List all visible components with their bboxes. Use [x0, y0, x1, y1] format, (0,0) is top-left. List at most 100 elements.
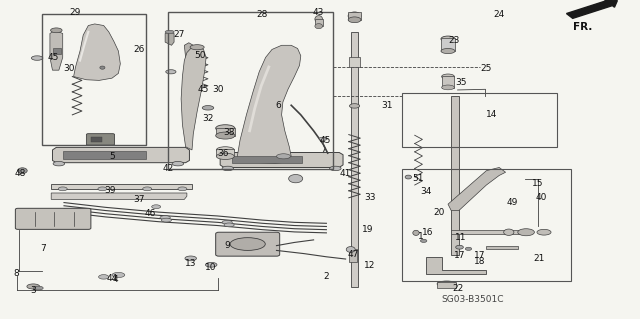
FancyArrow shape — [566, 0, 618, 19]
Bar — [232, 156, 302, 163]
Ellipse shape — [58, 187, 67, 191]
Ellipse shape — [222, 220, 232, 224]
Text: 6: 6 — [276, 101, 281, 110]
Text: 45: 45 — [198, 85, 209, 94]
Text: 26: 26 — [134, 45, 145, 54]
Text: 18: 18 — [474, 257, 486, 266]
Ellipse shape — [348, 17, 361, 23]
Polygon shape — [349, 249, 357, 262]
Bar — [91, 137, 102, 142]
Polygon shape — [74, 24, 120, 80]
Text: 11: 11 — [455, 233, 467, 242]
Ellipse shape — [315, 24, 323, 29]
Text: 17: 17 — [454, 251, 465, 260]
Text: 45: 45 — [319, 136, 331, 145]
Text: 9: 9 — [225, 241, 230, 250]
Ellipse shape — [112, 272, 125, 278]
Ellipse shape — [165, 30, 174, 33]
Text: 14: 14 — [486, 110, 497, 119]
Ellipse shape — [34, 286, 43, 290]
Ellipse shape — [172, 161, 184, 166]
Text: 41: 41 — [340, 169, 351, 178]
Text: 43: 43 — [313, 8, 324, 17]
FancyBboxPatch shape — [216, 232, 280, 256]
Text: 46: 46 — [145, 209, 156, 218]
Ellipse shape — [441, 36, 455, 42]
Polygon shape — [181, 47, 206, 150]
Polygon shape — [50, 30, 63, 70]
Ellipse shape — [216, 132, 235, 139]
Text: 35: 35 — [455, 78, 467, 87]
Bar — [216, 128, 235, 136]
Ellipse shape — [190, 45, 204, 50]
Ellipse shape — [178, 187, 187, 191]
Text: 2: 2 — [324, 272, 329, 281]
Text: 36: 36 — [217, 149, 228, 158]
Ellipse shape — [51, 28, 62, 33]
Text: 22: 22 — [452, 284, 463, 293]
Text: 7: 7 — [40, 244, 45, 253]
Text: 24: 24 — [493, 10, 505, 19]
Text: 32: 32 — [202, 114, 214, 122]
Text: 28: 28 — [257, 10, 268, 19]
Ellipse shape — [276, 154, 291, 159]
Bar — [351, 32, 358, 287]
Ellipse shape — [518, 229, 534, 236]
Ellipse shape — [330, 166, 341, 171]
Ellipse shape — [319, 137, 328, 140]
Bar — [53, 48, 61, 54]
Ellipse shape — [315, 16, 323, 23]
Ellipse shape — [230, 238, 266, 250]
Ellipse shape — [27, 284, 40, 289]
Ellipse shape — [222, 166, 234, 171]
Text: 29: 29 — [69, 8, 81, 17]
Text: 51: 51 — [412, 174, 424, 183]
Ellipse shape — [31, 56, 43, 60]
Bar — [168, 12, 333, 169]
Text: 45: 45 — [47, 53, 59, 62]
Text: 23: 23 — [449, 36, 460, 45]
Text: 33: 33 — [364, 193, 376, 202]
Ellipse shape — [441, 48, 455, 54]
Ellipse shape — [420, 239, 427, 242]
Bar — [451, 96, 459, 255]
Ellipse shape — [442, 85, 454, 90]
Text: 15: 15 — [532, 179, 543, 188]
Text: 8: 8 — [13, 269, 19, 278]
Bar — [216, 149, 234, 156]
Bar — [315, 19, 323, 26]
Ellipse shape — [216, 125, 235, 132]
Text: 17: 17 — [474, 251, 486, 260]
Ellipse shape — [465, 247, 472, 250]
Bar — [442, 76, 454, 88]
Text: FR.: FR. — [573, 22, 592, 32]
Bar — [348, 12, 361, 20]
Text: 4: 4 — [113, 275, 118, 284]
Ellipse shape — [442, 74, 454, 79]
Text: 20: 20 — [433, 208, 445, 217]
Ellipse shape — [348, 12, 361, 20]
Ellipse shape — [185, 256, 196, 261]
Polygon shape — [165, 32, 174, 45]
Ellipse shape — [202, 106, 214, 110]
Ellipse shape — [504, 229, 514, 235]
Text: 19: 19 — [362, 225, 374, 234]
Text: 1: 1 — [419, 232, 424, 241]
Text: 49: 49 — [506, 198, 518, 207]
Text: 39: 39 — [104, 186, 116, 195]
Text: 30: 30 — [212, 85, 223, 94]
Text: 48: 48 — [15, 169, 26, 178]
Polygon shape — [220, 152, 343, 167]
Ellipse shape — [99, 275, 109, 279]
Text: 34: 34 — [420, 187, 431, 196]
Polygon shape — [451, 230, 525, 234]
Text: 10: 10 — [205, 263, 217, 272]
Ellipse shape — [161, 218, 172, 222]
Text: 5: 5 — [109, 152, 115, 161]
Ellipse shape — [349, 104, 360, 108]
Text: 31: 31 — [381, 101, 393, 110]
Text: SG03-B3501C: SG03-B3501C — [442, 295, 504, 304]
Ellipse shape — [437, 281, 456, 287]
Ellipse shape — [98, 187, 107, 191]
Bar — [486, 246, 518, 249]
